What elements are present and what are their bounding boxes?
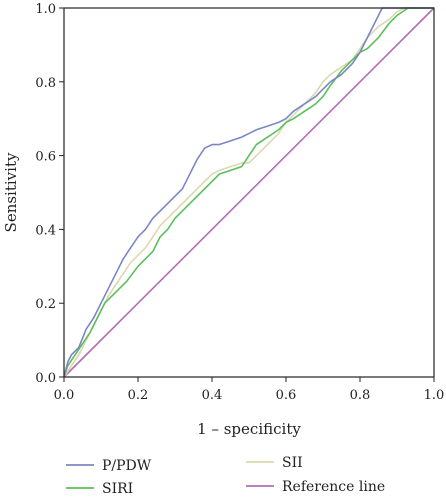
legend-label-p-pdw: P/PDW xyxy=(102,458,152,474)
legend-label-reference-line: Reference line xyxy=(282,479,385,495)
x-tick-label: 0.0 xyxy=(54,388,75,403)
x-axis: 0.0 0.2 0.4 0.6 0.8 1.0 xyxy=(54,377,445,403)
x-tick-label: 0.4 xyxy=(202,388,223,403)
series-line-siri xyxy=(63,7,434,378)
legend: P/PDW SIRI SII Reference line xyxy=(66,455,385,497)
y-tick-label: 0.6 xyxy=(35,150,56,165)
legend-label-sii: SII xyxy=(282,455,303,471)
x-axis-title: 1 – specificity xyxy=(197,420,301,438)
y-tick-label: 0.0 xyxy=(35,371,56,386)
x-tick-label: 1.0 xyxy=(424,388,445,403)
legend-label-siri: SIRI xyxy=(102,481,133,497)
series-layer xyxy=(63,7,435,378)
y-tick-label: 1.0 xyxy=(35,2,56,17)
series-line-reference-line xyxy=(63,7,435,378)
plot-frame xyxy=(63,7,435,378)
series-line-p-pdw xyxy=(63,7,434,378)
y-tick-label: 0.2 xyxy=(35,297,56,312)
y-axis-title: Sensitivity xyxy=(2,152,20,232)
x-tick-label: 0.8 xyxy=(350,388,371,403)
y-tick-label: 0.4 xyxy=(35,223,56,238)
x-tick-label: 0.2 xyxy=(128,388,149,403)
y-axis: 0.0 0.2 0.4 0.6 0.8 1.0 xyxy=(35,2,64,386)
y-tick-label: 0.8 xyxy=(35,76,56,91)
x-tick-label: 0.6 xyxy=(276,388,297,403)
